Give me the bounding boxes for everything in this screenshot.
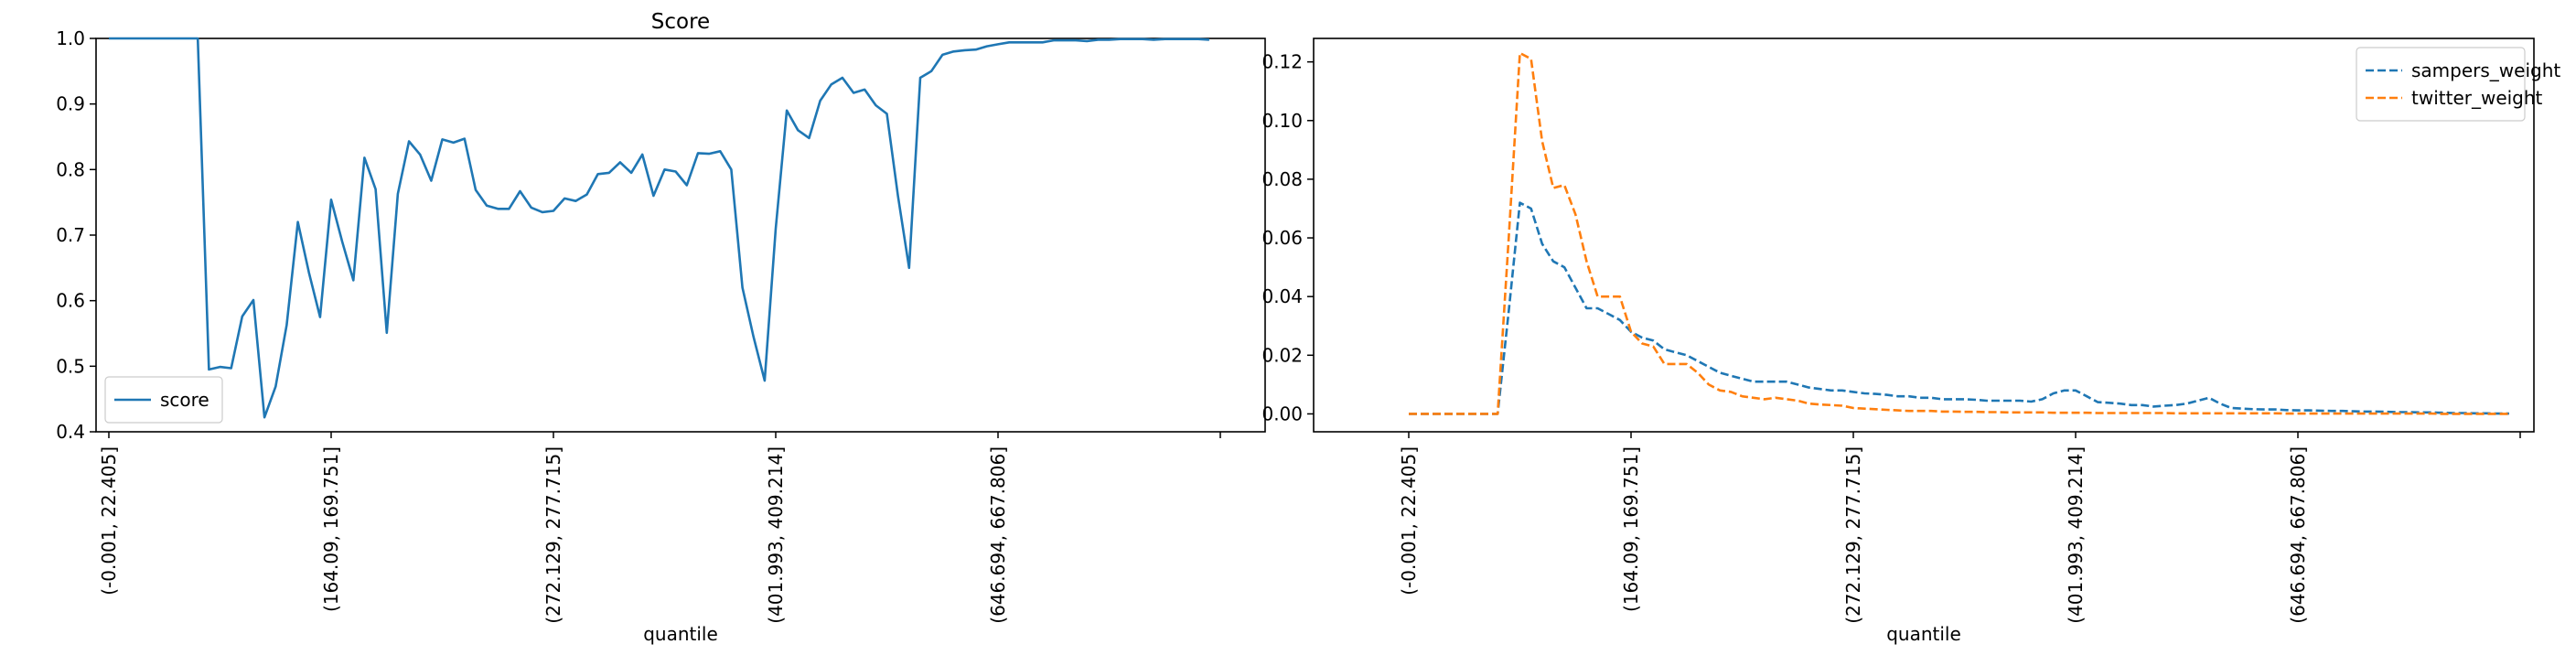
x-tick-label: (272.129, 277.715] bbox=[1842, 446, 1864, 624]
y-tick-label: 0.06 bbox=[1261, 227, 1303, 249]
weights-chart: 0.00 0.02 0.04 0.06 0.08 0.10 0.12 (-0.001, 22.… bbox=[1261, 38, 2560, 645]
legend-box bbox=[104, 376, 223, 424]
y-tick-label: 0.7 bbox=[56, 224, 85, 246]
x-tick-label: (-0.001, 22.405] bbox=[98, 446, 120, 596]
x-tick-label: (646.694, 667.806] bbox=[2287, 446, 2309, 624]
x-tick-label: (272.129, 277.715] bbox=[542, 446, 564, 624]
y-tick-label: 0.12 bbox=[1261, 51, 1303, 73]
x-axis-label: quantile bbox=[643, 623, 718, 645]
series-line-score bbox=[109, 37, 1209, 419]
y-tick-label: 0.02 bbox=[1261, 344, 1303, 366]
y-tick-label: 0.6 bbox=[56, 290, 85, 312]
series-line-sampers-weight bbox=[1409, 201, 2509, 415]
y-tick-label: 0.9 bbox=[56, 93, 85, 115]
x-tick-label: (-0.001, 22.405] bbox=[1398, 446, 1420, 596]
legend-label: twitter_weight bbox=[2411, 87, 2543, 109]
legend-label: score bbox=[160, 389, 209, 411]
chart-title: Score bbox=[651, 10, 710, 34]
x-tick-label: (401.993, 409.214] bbox=[2065, 446, 2087, 624]
y-tick-label: 1.0 bbox=[56, 27, 85, 49]
y-tick-label: 0.4 bbox=[56, 421, 85, 443]
legend-label: sampers_weight bbox=[2411, 59, 2560, 81]
legend-box bbox=[2356, 47, 2526, 122]
y-tick-label: 0.10 bbox=[1261, 110, 1303, 132]
x-tick-label: (401.993, 409.214] bbox=[765, 446, 787, 624]
y-tick-label: 0.8 bbox=[56, 158, 85, 180]
y-tick-label: 0.00 bbox=[1261, 403, 1303, 424]
plot-frame bbox=[1313, 38, 2535, 433]
y-tick-label: 0.5 bbox=[56, 355, 85, 377]
series-line-twitter-weight bbox=[1409, 51, 2509, 415]
y-tick-label: 0.04 bbox=[1261, 285, 1303, 307]
score-chart: Score 0.4 0.5 0.6 0.7 0.8 0.9 1.0 (-0.001, 22.40… bbox=[56, 10, 1266, 645]
x-axis-label: quantile bbox=[1886, 623, 1961, 645]
x-tick-label: (164.09, 169.751] bbox=[1620, 446, 1642, 612]
x-tick-label: (646.694, 667.806] bbox=[987, 446, 1009, 624]
y-tick-label: 0.08 bbox=[1261, 168, 1303, 190]
x-tick-label: (164.09, 169.751] bbox=[320, 446, 342, 612]
